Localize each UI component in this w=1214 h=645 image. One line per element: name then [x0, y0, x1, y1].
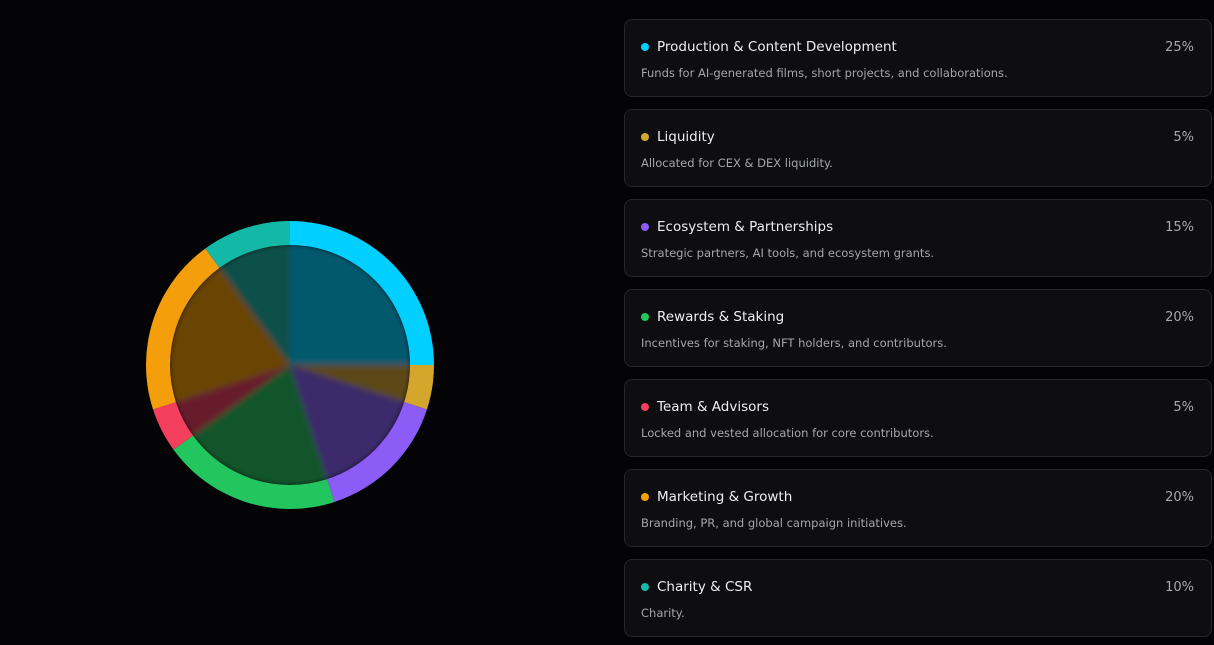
allocation-donut-chart [146, 221, 434, 509]
allocation-title: Ecosystem & Partnerships [657, 219, 834, 235]
allocation-percent: 20% [1165, 309, 1194, 325]
pie-slice[interactable] [290, 221, 434, 365]
allocation-percent: 10% [1165, 579, 1194, 595]
pie-slice[interactable] [205, 221, 290, 268]
allocation-color-dot [641, 223, 649, 231]
allocation-color-dot [641, 403, 649, 411]
allocation-percent: 15% [1165, 219, 1194, 235]
allocation-description: Strategic partners, AI tools, and ecosys… [641, 246, 935, 260]
allocation-card[interactable]: Ecosystem & Partnerships 15% Strategic p… [624, 199, 1212, 277]
allocation-description: Charity. [641, 606, 685, 620]
allocation-description: Locked and vested allocation for core co… [641, 426, 934, 440]
allocation-title: Marketing & Growth [657, 489, 793, 505]
pie-slice-fill [192, 365, 328, 487]
allocation-color-dot [641, 313, 649, 321]
allocation-list: Production & Content Development 25% Fun… [624, 19, 1212, 645]
pie-slice-fill [168, 267, 290, 403]
allocation-color-dot [641, 583, 649, 591]
allocation-description: Allocated for CEX & DEX liquidity. [641, 156, 833, 170]
allocation-percent: 20% [1165, 489, 1194, 505]
allocation-card[interactable]: Production & Content Development 25% Fun… [624, 19, 1212, 97]
allocation-color-dot [641, 43, 649, 51]
pie-slice[interactable] [173, 435, 335, 509]
allocation-description: Branding, PR, and global campaign initia… [641, 516, 907, 530]
allocation-card[interactable]: Marketing & Growth 20% Branding, PR, and… [624, 469, 1212, 547]
allocation-card[interactable]: Charity & CSR 10% Charity. [624, 559, 1212, 637]
allocation-percent: 25% [1165, 39, 1194, 55]
pie-slice-fill [218, 244, 290, 365]
allocation-card[interactable]: Team & Advisors 5% Locked and vested all… [624, 379, 1212, 457]
allocation-title: Charity & CSR [657, 579, 753, 595]
allocation-color-dot [641, 133, 649, 141]
allocation-description: Funds for AI-generated films, short proj… [641, 66, 1008, 80]
allocation-percent: 5% [1173, 129, 1194, 145]
allocation-title: Team & Advisors [657, 399, 769, 415]
allocation-title: Liquidity [657, 129, 715, 145]
pie-slice[interactable] [153, 402, 193, 450]
allocation-description: Incentives for staking, NFT holders, and… [641, 336, 947, 350]
pie-slice[interactable] [327, 402, 427, 502]
allocation-color-dot [641, 493, 649, 501]
allocation-card[interactable]: Liquidity 5% Allocated for CEX & DEX liq… [624, 109, 1212, 187]
pie-slice-fill [290, 365, 411, 403]
pie-slice[interactable] [404, 365, 434, 410]
pie-slice-fill [290, 244, 411, 365]
allocation-percent: 5% [1173, 399, 1194, 415]
allocation-chart-area [0, 0, 600, 645]
allocation-title: Production & Content Development [657, 39, 897, 55]
allocation-card[interactable]: Rewards & Staking 20% Incentives for sta… [624, 289, 1212, 367]
pie-slice-fill [290, 365, 406, 481]
pie-slice-fill [174, 365, 290, 437]
allocation-title: Rewards & Staking [657, 309, 785, 325]
pie-slice[interactable] [146, 248, 220, 410]
